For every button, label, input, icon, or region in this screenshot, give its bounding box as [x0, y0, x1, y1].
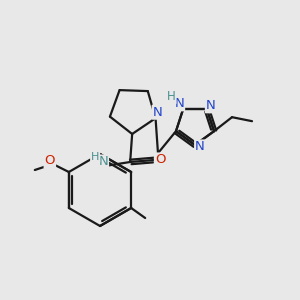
Text: O: O: [45, 154, 55, 167]
Text: O: O: [155, 154, 165, 166]
Text: N: N: [195, 140, 205, 154]
Text: N: N: [206, 99, 216, 112]
Text: H: H: [91, 152, 99, 162]
Text: N: N: [98, 155, 108, 169]
Text: H: H: [167, 90, 176, 103]
Text: N: N: [153, 106, 162, 119]
Text: N: N: [174, 97, 184, 110]
